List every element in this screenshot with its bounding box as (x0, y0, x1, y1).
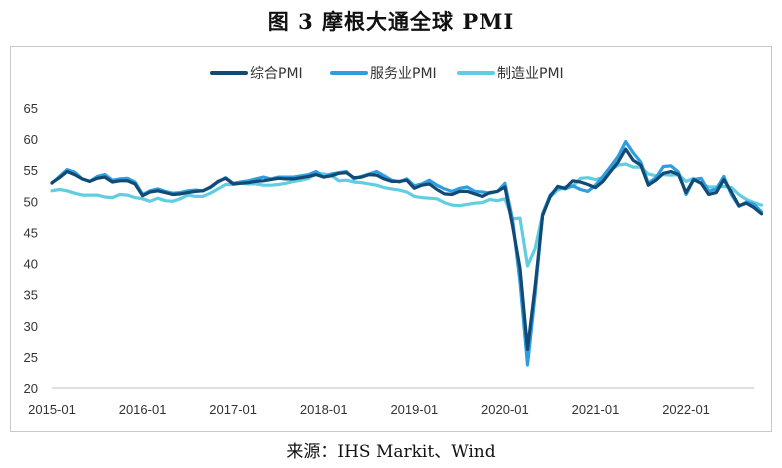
x-tick-label: 2020-01 (481, 402, 529, 417)
x-tick-label: 2018-01 (300, 402, 348, 417)
legend-label: 服务业PMI (370, 66, 437, 82)
legend-label: 综合PMI (250, 66, 303, 82)
y-tick-label: 60 (24, 132, 38, 147)
y-tick-label: 20 (24, 381, 38, 396)
source-note: 来源：IHS Markit、Wind (286, 442, 496, 462)
y-tick-label: 30 (24, 319, 38, 334)
y-tick-label: 55 (24, 163, 38, 178)
chart-legend: 综合PMI 服务业PMI 制造业PMI (210, 66, 564, 82)
x-tick-label: 2021-01 (572, 402, 620, 417)
y-tick-label: 50 (24, 194, 38, 209)
y-tick-label: 25 (24, 350, 38, 365)
x-tick-label: 2016-01 (119, 402, 167, 417)
y-tick-label: 40 (24, 257, 38, 272)
x-axis: 2015-01 2016-01 2017-01 2018-01 2019-01 2020-… (28, 387, 754, 417)
x-tick-label: 2019-01 (390, 402, 438, 417)
chart-frame (10, 46, 772, 432)
x-tick-label: 2017-01 (209, 402, 257, 417)
y-tick-label: 65 (24, 101, 38, 116)
series-layer (50, 140, 764, 367)
y-tick-label: 45 (24, 225, 38, 240)
y-axis: 20 25 30 35 40 45 50 55 60 65 (24, 101, 38, 396)
series-line-1 (50, 147, 764, 351)
x-tick-label: 2015-01 (28, 402, 76, 417)
chart-title: 图 3 摩根大通全球 PMI (267, 9, 515, 34)
y-tick-label: 35 (24, 288, 38, 303)
x-tick-label: 2022-01 (662, 402, 710, 417)
legend-label: 制造业PMI (497, 66, 564, 82)
